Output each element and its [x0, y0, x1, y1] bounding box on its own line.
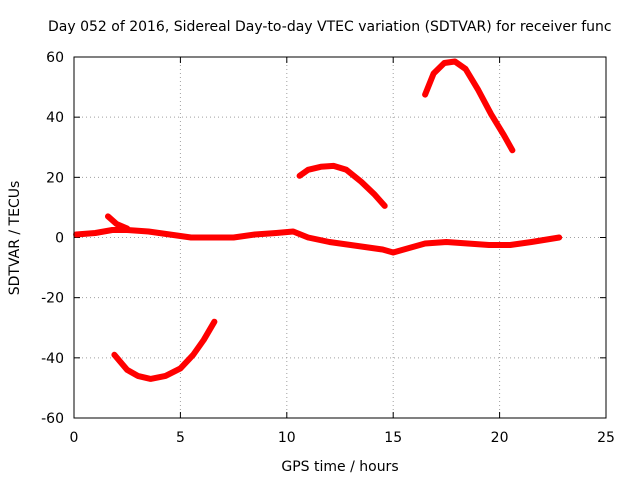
x-tick-labels: 0 5 10 15 20 25: [70, 430, 615, 446]
x-tick-label: 10: [278, 430, 296, 446]
plot-frame: [73, 56, 607, 419]
grid-lines: [74, 57, 606, 418]
x-axis-label: GPS time / hours: [281, 459, 398, 475]
y-tick-label: -40: [41, 351, 64, 367]
series-line: [73, 227, 563, 256]
y-tick-label: -60: [41, 411, 64, 427]
series-line: [111, 318, 218, 382]
series-line: [422, 58, 516, 154]
x-tick-label: 5: [176, 430, 185, 446]
y-tick-label: 40: [46, 110, 64, 126]
x-tick-label: 20: [491, 430, 509, 446]
series-line: [105, 213, 131, 232]
y-tick-label: 20: [46, 170, 64, 186]
series-line: [296, 162, 388, 209]
y-tick-labels: -60 -40 -20 0 20 40 60: [41, 50, 64, 427]
y-tick-label: 60: [46, 50, 64, 66]
x-tick-label: 0: [70, 430, 79, 446]
y-tick-label: 0: [55, 231, 64, 247]
x-tick-label: 25: [597, 430, 615, 446]
chart-title: Day 052 of 2016, Sidereal Day-to-day VTE…: [48, 19, 612, 35]
y-axis-label: SDTVAR / TECUs: [7, 181, 23, 296]
x-tick-label: 15: [384, 430, 402, 446]
data-series: [73, 58, 563, 382]
y-tick-label: -20: [41, 291, 64, 307]
